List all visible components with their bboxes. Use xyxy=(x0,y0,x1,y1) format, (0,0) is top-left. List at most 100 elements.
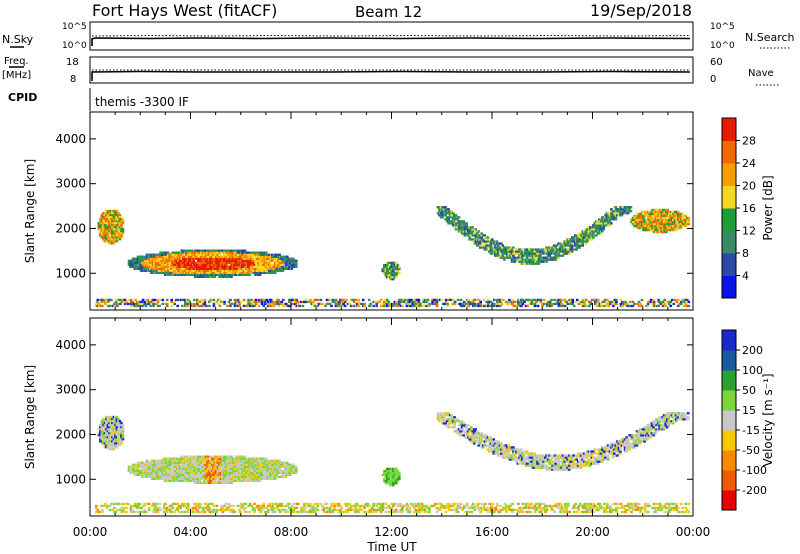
range-cell xyxy=(213,475,217,478)
range-cell xyxy=(111,428,114,431)
range-cell xyxy=(528,258,532,261)
range-cell xyxy=(587,234,591,237)
range-cell xyxy=(141,259,144,262)
range-cell xyxy=(141,255,144,258)
range-cell xyxy=(108,226,111,229)
range-cell xyxy=(398,267,401,271)
range-cell xyxy=(678,302,681,306)
range-cell xyxy=(610,208,613,211)
range-cell xyxy=(207,481,211,484)
range-cell xyxy=(592,226,595,229)
range-cell xyxy=(112,436,116,439)
range-cell xyxy=(272,257,275,260)
range-cell xyxy=(204,463,208,466)
range-cell xyxy=(524,260,527,263)
range-cell xyxy=(270,259,274,262)
range-cell xyxy=(99,428,102,431)
range-cell xyxy=(229,298,232,302)
range-cell xyxy=(201,465,205,468)
range-cell xyxy=(115,217,119,221)
range-cell xyxy=(670,216,674,220)
range-cell xyxy=(246,259,250,262)
range-cell xyxy=(230,263,233,266)
range-cell xyxy=(106,419,110,423)
range-cell xyxy=(111,232,114,235)
range-cell xyxy=(218,265,221,268)
range-cell xyxy=(610,214,613,217)
range-cell xyxy=(186,261,190,264)
range-cell xyxy=(642,224,645,228)
range-cell xyxy=(405,300,409,304)
range-cell xyxy=(97,226,101,229)
range-cell xyxy=(153,298,157,302)
range-cell xyxy=(631,216,635,220)
range-cell xyxy=(293,469,297,472)
range-cell xyxy=(576,240,580,243)
range-cell xyxy=(654,222,657,226)
range-cell xyxy=(450,416,453,419)
range-cell xyxy=(133,265,137,268)
range-cell xyxy=(216,461,220,464)
range-cell xyxy=(269,265,272,268)
range-cell xyxy=(272,304,276,308)
range-cell xyxy=(117,215,120,219)
range-cell xyxy=(108,415,111,419)
range-cell xyxy=(483,240,487,243)
range-cell xyxy=(253,304,256,308)
range-cell xyxy=(237,467,241,470)
range-cell xyxy=(236,457,239,460)
range-cell xyxy=(117,302,121,306)
range-cell xyxy=(463,424,467,427)
range-cell xyxy=(234,467,238,470)
range-cell xyxy=(468,302,472,306)
range-cell xyxy=(198,455,202,458)
range-cell xyxy=(387,269,391,273)
range-cell xyxy=(115,419,119,423)
range-cell xyxy=(245,461,248,464)
range-cell xyxy=(682,304,686,308)
range-cell xyxy=(560,250,563,253)
range-cell xyxy=(337,302,341,306)
range-cell xyxy=(252,269,256,272)
range-cell xyxy=(261,457,265,460)
range-cell xyxy=(431,298,434,302)
range-cell xyxy=(615,300,618,304)
range-cell xyxy=(445,412,449,415)
range-cell xyxy=(537,260,541,263)
range-cell xyxy=(640,212,644,216)
range-cell xyxy=(240,469,244,472)
range-cell xyxy=(657,214,660,218)
range-cell xyxy=(599,220,603,223)
range-cell xyxy=(284,259,288,262)
range-cell xyxy=(549,248,553,251)
range-cell xyxy=(513,256,517,259)
range-cell xyxy=(189,475,193,478)
range-cell xyxy=(233,257,236,260)
range-cell xyxy=(637,212,641,216)
range-cell xyxy=(682,298,686,302)
range-cell xyxy=(117,236,120,239)
range-cell xyxy=(471,428,474,431)
range-cell xyxy=(279,265,283,268)
range-cell xyxy=(309,300,312,304)
range-cell xyxy=(191,473,194,476)
range-cell xyxy=(527,298,531,302)
range-cell xyxy=(210,263,214,266)
range-cell xyxy=(96,300,100,304)
range-cell xyxy=(637,220,641,224)
range-cell xyxy=(200,249,203,252)
range-cell xyxy=(197,255,200,258)
range-cell xyxy=(252,461,256,464)
range-cell xyxy=(492,444,496,447)
range-cell xyxy=(206,275,209,278)
range-cell xyxy=(227,275,230,278)
range-cell xyxy=(261,469,265,472)
range-cell xyxy=(127,259,131,262)
range-cell xyxy=(129,259,132,262)
range-cell xyxy=(654,230,657,234)
range-cell xyxy=(273,471,277,474)
range-cell xyxy=(389,484,392,487)
range-cell xyxy=(545,258,548,261)
range-cell xyxy=(301,304,305,308)
range-cell xyxy=(182,269,185,272)
